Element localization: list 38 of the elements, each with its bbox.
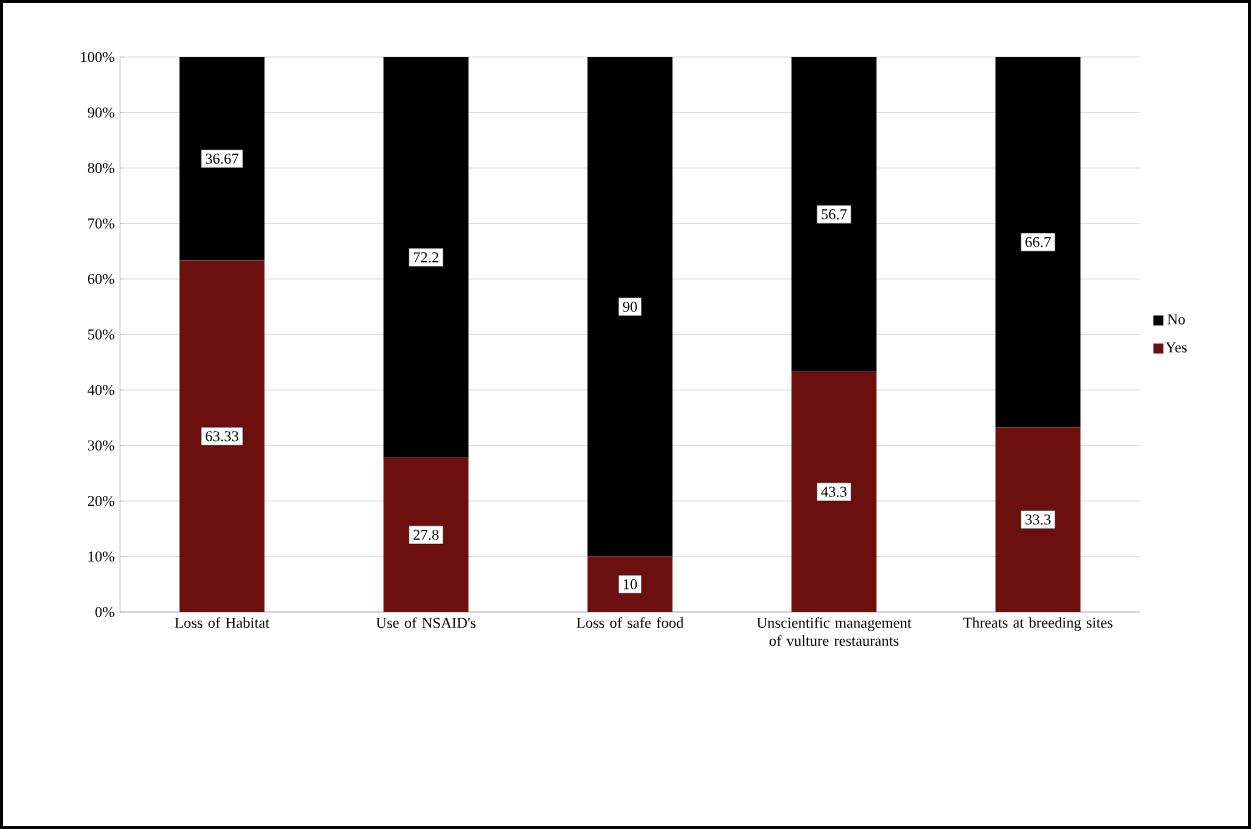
x-tick-label: Loss of safe food [576,617,684,628]
y-tick-label: 40% [87,384,115,396]
y-tick-label: 0% [95,606,115,618]
bar [791,56,877,372]
y-tick-label: 100% [81,51,115,63]
data-label: 63.33 [205,431,239,442]
data-label: 43.3 [821,486,847,497]
bar [995,56,1081,428]
bar [791,371,877,612]
y-tick-label: 20% [87,495,115,507]
y-tick-label: 90% [87,107,115,118]
y-tick-label: 30% [88,440,115,451]
data-label: 36.67 [205,153,239,164]
data-label: 90 [622,301,637,312]
data-label: 10 [623,579,637,590]
x-tick-label: Use of NSAID's [376,617,476,628]
bar [383,457,469,612]
data-label: 33.3 [1025,514,1051,525]
x-tick-label: Loss of Habitat [174,617,270,628]
data-label: 27.8 [413,529,439,540]
y-tick-label: 70% [88,218,115,229]
legend-label: Yes [1165,342,1187,353]
legend-label: No [1167,314,1185,325]
x-tick-label: Threats at breeding sites [963,617,1113,631]
y-tick-label: 80% [87,162,115,174]
data-label: 72.2 [413,252,439,263]
y-tick-label: 10% [88,551,115,562]
y-tick-label: 50% [88,329,115,340]
data-label: 56.7 [821,209,847,220]
bar [179,56,265,261]
bar [995,427,1081,612]
bar [179,260,265,612]
bar [587,56,673,557]
data-label: 66.7 [1025,237,1051,248]
bar [383,56,469,458]
y-tick-label: 60% [87,273,115,285]
bar [587,556,673,612]
x-tick-label: Unscientific management of vulture restaurants [756,617,912,646]
